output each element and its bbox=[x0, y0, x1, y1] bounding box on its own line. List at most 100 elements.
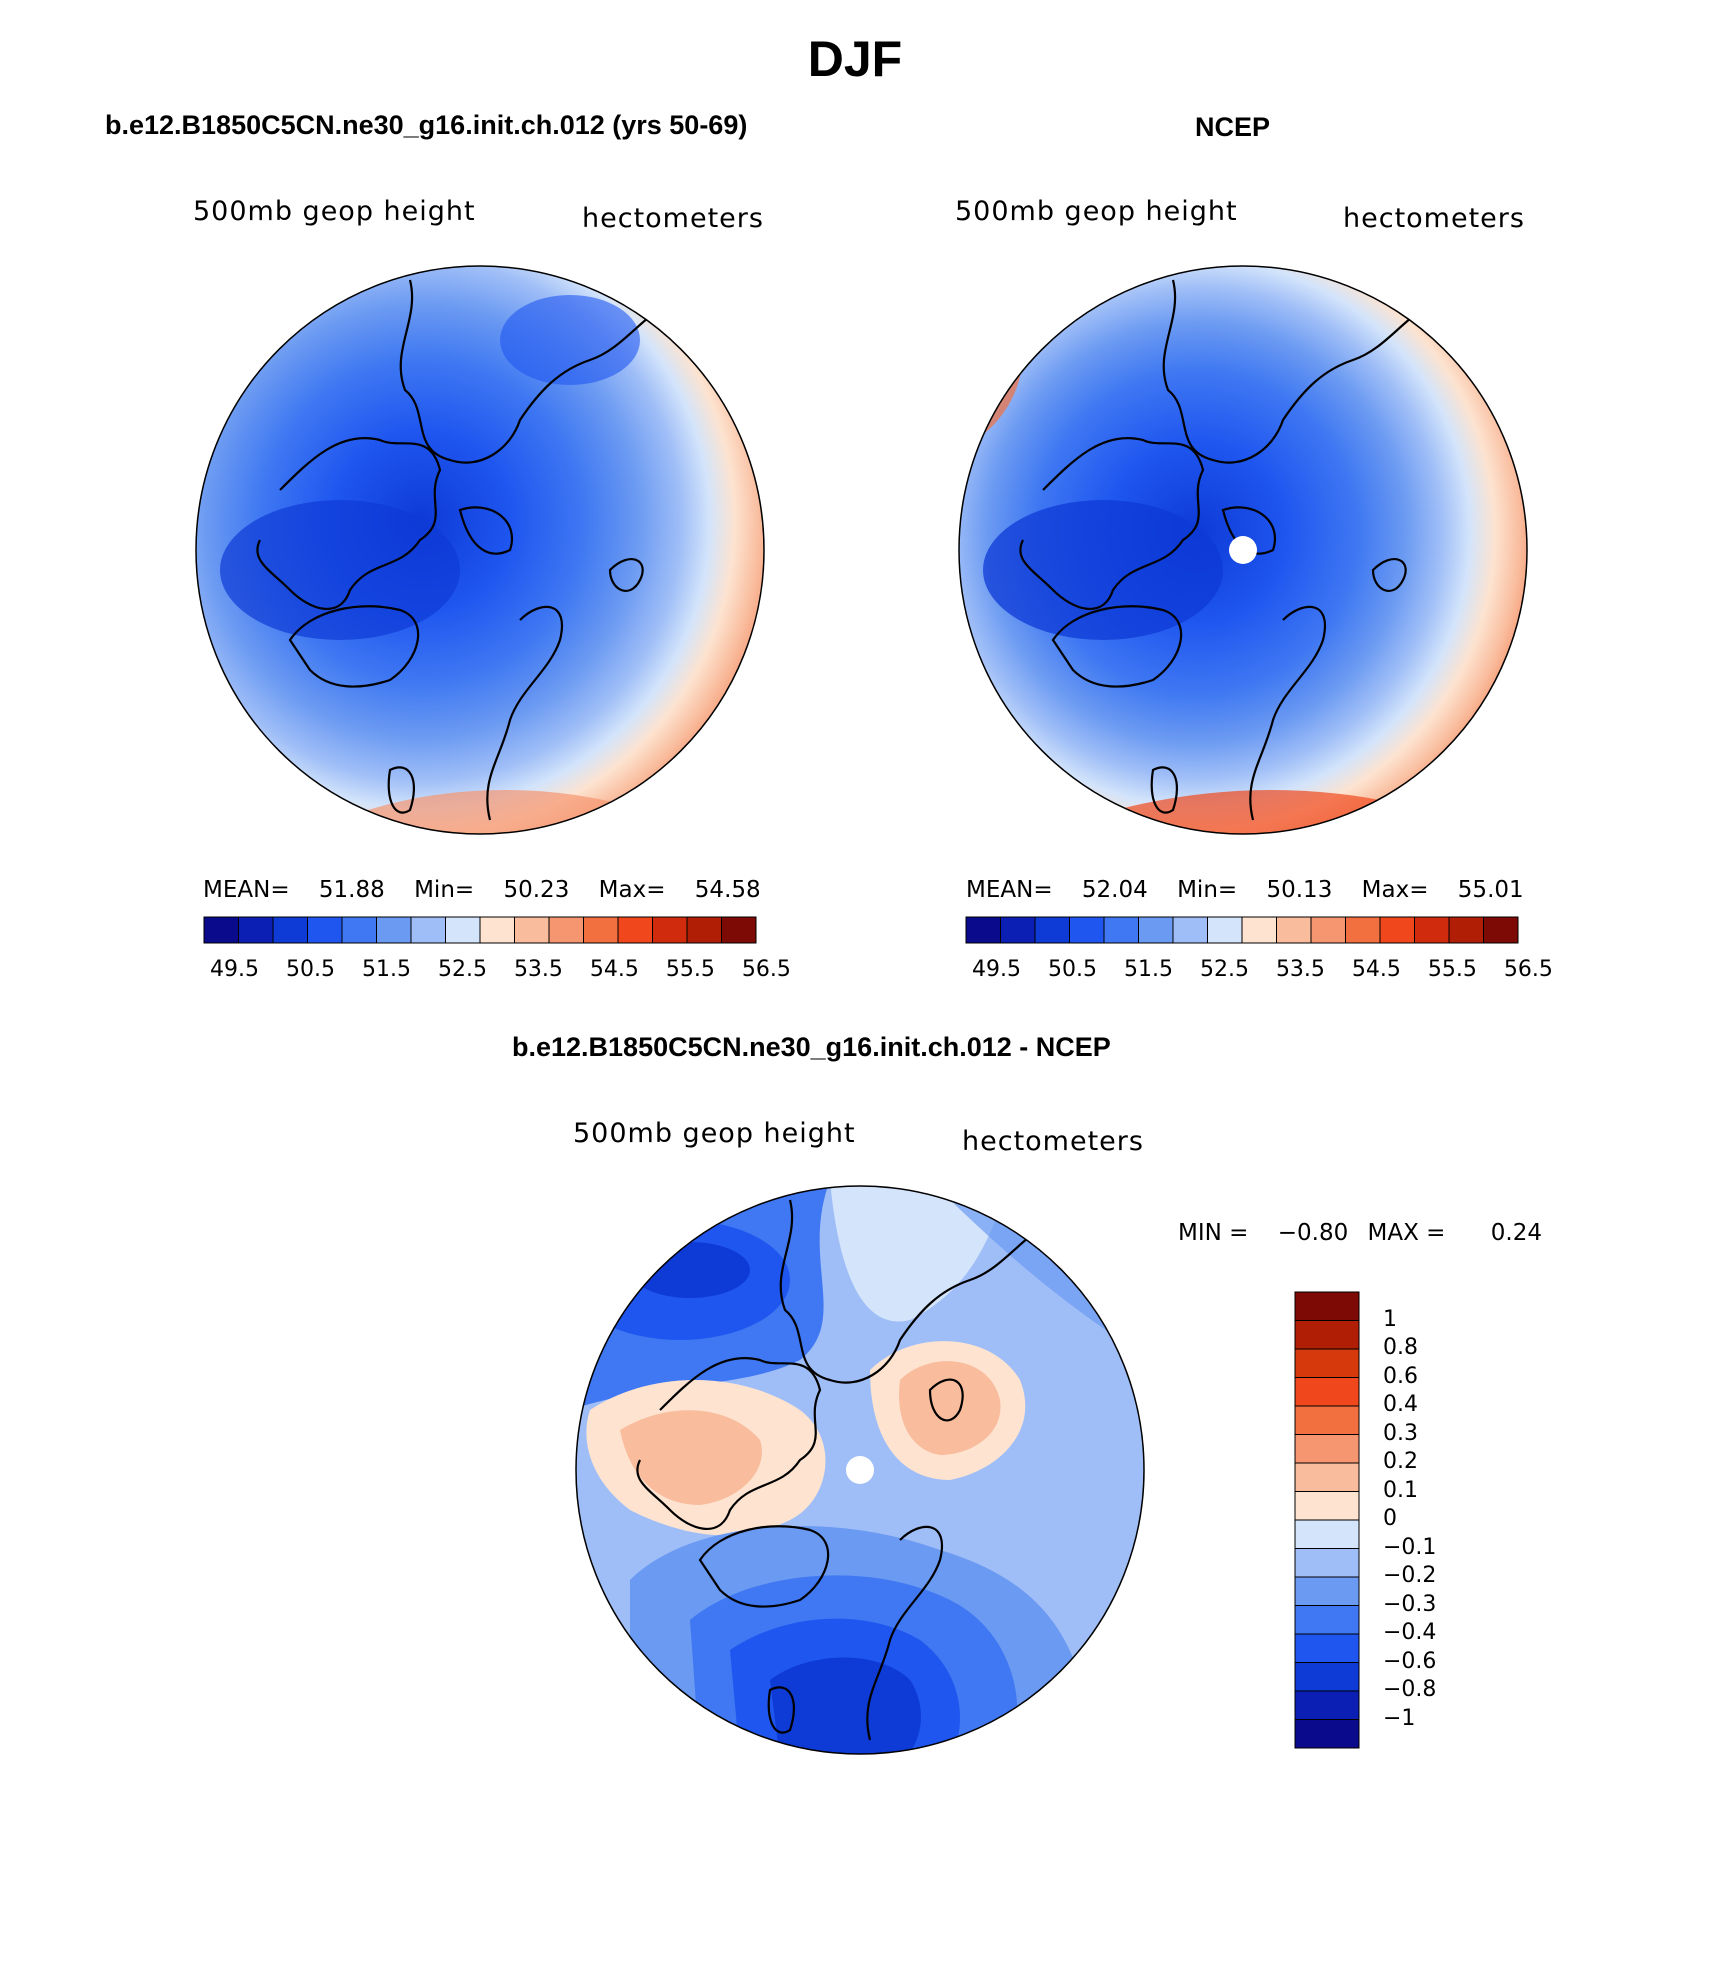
colorbar-level-label: 0.3 bbox=[1383, 1420, 1418, 1446]
low-center-ncep bbox=[983, 500, 1223, 640]
coastlines-difference bbox=[636, 1199, 1041, 1741]
colorbar-swatch bbox=[479, 916, 515, 944]
polar-map-difference bbox=[575, 1185, 1145, 1755]
colorbar-swatch bbox=[1000, 916, 1036, 944]
tick-label: 56.5 bbox=[1503, 957, 1553, 982]
colorbar-swatch bbox=[965, 916, 1001, 944]
colorbar-level-label: −0.6 bbox=[1383, 1648, 1437, 1674]
coastlines-model bbox=[256, 279, 661, 821]
units-label-ncep: hectometers bbox=[1343, 203, 1525, 234]
tick-label: 51.5 bbox=[361, 957, 411, 982]
colorbar-swatch bbox=[1294, 1405, 1360, 1435]
colorbar-swatch bbox=[1294, 1576, 1360, 1606]
tick-label: 52.5 bbox=[437, 957, 487, 982]
colorbar-swatch bbox=[341, 916, 377, 944]
figure-title: DJF bbox=[807, 31, 903, 87]
panel-title-diff: b.e12.B1850C5CN.ne30_g16.init.ch.012 - N… bbox=[512, 1032, 1111, 1062]
polar-map-ncep bbox=[958, 265, 1528, 835]
min-value: 50.23 bbox=[503, 877, 570, 903]
colorbar-level-label: 1 bbox=[1383, 1306, 1397, 1332]
colorbar-swatch bbox=[1310, 916, 1346, 944]
colorbar-swatch bbox=[1294, 1519, 1360, 1549]
polar-map-model bbox=[195, 265, 765, 835]
max-label: MAX = bbox=[1367, 1220, 1446, 1246]
tick-label: 50.5 bbox=[285, 957, 335, 982]
tick-label: 52.5 bbox=[1199, 957, 1249, 982]
colorbar-swatch bbox=[1294, 1348, 1360, 1378]
colorbar-swatch bbox=[1294, 1377, 1360, 1407]
min-label: MIN = bbox=[1178, 1220, 1249, 1246]
colorbar-swatch bbox=[445, 916, 481, 944]
colorbar-swatch bbox=[1241, 916, 1277, 944]
colorbar-level-label: 0.8 bbox=[1383, 1335, 1418, 1360]
tick-label: 51.5 bbox=[1123, 957, 1173, 982]
colorbar-swatch bbox=[1172, 916, 1208, 944]
colorbar-level-label: −0.8 bbox=[1383, 1677, 1437, 1702]
field-label-diff: 500mb geop height bbox=[573, 1118, 856, 1149]
panel-title-ncep: NCEP bbox=[1195, 112, 1271, 142]
stats-difference: MIN = −0.80 MAX = 0.24 bbox=[1178, 1220, 1542, 1246]
min-value: −0.80 bbox=[1277, 1220, 1349, 1246]
colorbar-swatch bbox=[1448, 916, 1484, 944]
field-label-ncep: 500mb geop height bbox=[955, 196, 1238, 227]
tick-label: 53.5 bbox=[513, 957, 563, 982]
min-label: Min= bbox=[414, 877, 475, 903]
stats-model: MEAN= 51.88 Min= 50.23 Max= 54.58 bbox=[203, 877, 761, 903]
colorbar-swatch bbox=[1276, 916, 1312, 944]
colorbar-model bbox=[203, 916, 757, 944]
mean-value: 51.88 bbox=[318, 877, 385, 903]
colorbar-swatch bbox=[1294, 1605, 1360, 1635]
colorbar-swatch bbox=[583, 916, 619, 944]
colorbar-swatch bbox=[1294, 1434, 1360, 1464]
colorbar-swatch bbox=[1069, 916, 1105, 944]
colorbar-level-label: 0.2 bbox=[1383, 1449, 1418, 1474]
colorbar-swatch bbox=[1345, 916, 1381, 944]
colorbar-swatch bbox=[652, 916, 688, 944]
tick-label: 54.5 bbox=[589, 957, 639, 982]
colorbar-level-label: −0.1 bbox=[1383, 1534, 1437, 1560]
pole-marker bbox=[846, 1456, 874, 1484]
colorbar-swatch bbox=[1034, 916, 1070, 944]
stats-ncep: MEAN= 52.04 Min= 50.13 Max= 55.01 bbox=[966, 877, 1524, 903]
max-label: Max= bbox=[598, 877, 666, 903]
colorbar-swatch bbox=[1294, 1690, 1360, 1720]
colorbar-swatch bbox=[1103, 916, 1139, 944]
field-label-model: 500mb geop height bbox=[193, 196, 476, 227]
min-label: Min= bbox=[1177, 877, 1238, 903]
colorbar-swatch bbox=[272, 916, 308, 944]
coastlines-ncep bbox=[1019, 279, 1424, 821]
colorbar-swatch bbox=[1483, 916, 1519, 944]
colorbar-swatch bbox=[686, 916, 722, 944]
tick-label: 49.5 bbox=[210, 957, 259, 982]
colorbar-level-label: 0.6 bbox=[1383, 1363, 1418, 1389]
colorbar-swatch bbox=[1294, 1462, 1360, 1492]
mean-label: MEAN= bbox=[966, 877, 1053, 903]
colorbar-swatch bbox=[721, 916, 757, 944]
colorbar-level-label: −0.4 bbox=[1383, 1620, 1437, 1645]
tick-label: 55.5 bbox=[1427, 957, 1477, 982]
max-label: Max= bbox=[1361, 877, 1429, 903]
low-center-model bbox=[220, 500, 460, 640]
colorbar-level-label: 0 bbox=[1383, 1506, 1397, 1531]
colorbar-swatch bbox=[203, 916, 239, 944]
colorbar-level-label: 0.4 bbox=[1383, 1392, 1418, 1417]
colorbar-swatch bbox=[1414, 916, 1450, 944]
colorbar-difference-labels: 1 0.8 0.6 0.4 0.3 0.2 0.1 0 −0.1 −0.2 −0.3 −0.4 −0.6… bbox=[1383, 1290, 1483, 1750]
colorbar-swatch bbox=[1294, 1291, 1360, 1321]
colorbar-level-label: −0.2 bbox=[1383, 1563, 1437, 1588]
colorbar-swatch bbox=[1294, 1548, 1360, 1578]
colorbar-swatch bbox=[376, 916, 412, 944]
colorbar-swatch bbox=[1294, 1320, 1360, 1350]
colorbar-swatch bbox=[1294, 1662, 1360, 1692]
tick-label: 54.5 bbox=[1351, 957, 1401, 982]
colorbar-swatch bbox=[1138, 916, 1174, 944]
colorbar-level-label: −1 bbox=[1383, 1705, 1416, 1731]
tick-label: 49.5 bbox=[972, 957, 1021, 982]
mean-label: MEAN= bbox=[203, 877, 290, 903]
colorbar-ncep bbox=[965, 916, 1519, 944]
pole-marker bbox=[1229, 536, 1257, 564]
colorbar-swatch bbox=[1294, 1633, 1360, 1663]
colorbar-swatch bbox=[307, 916, 343, 944]
colorbar-difference bbox=[1294, 1291, 1360, 1749]
tick-label: 55.5 bbox=[665, 957, 715, 982]
